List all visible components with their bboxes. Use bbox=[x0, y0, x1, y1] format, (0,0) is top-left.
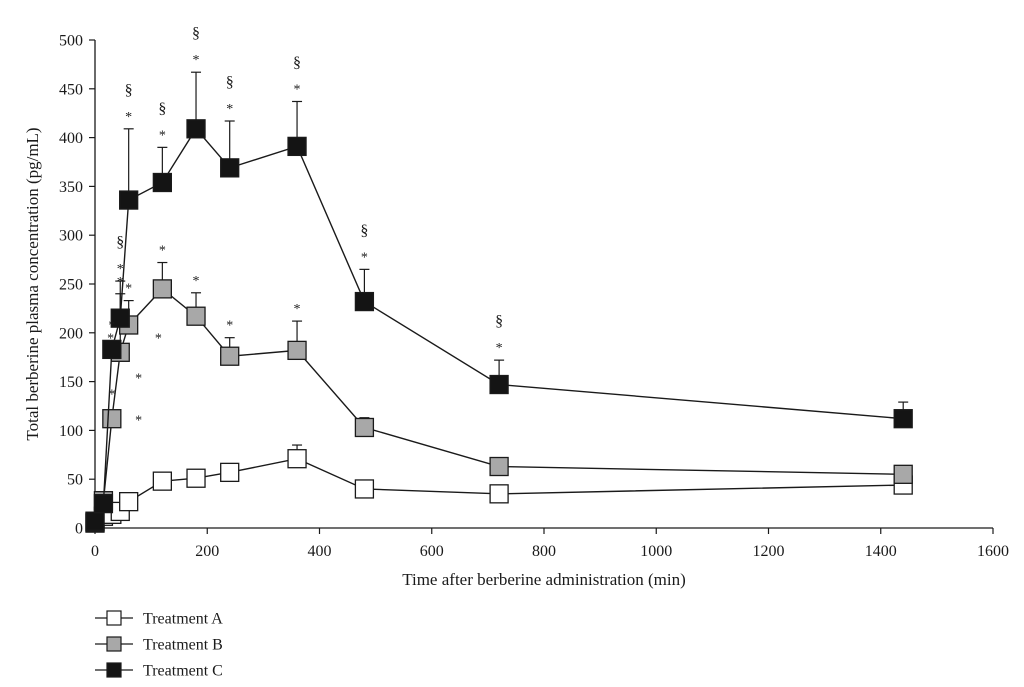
legend-item-treatment-b: Treatment B bbox=[95, 636, 223, 654]
point-treatment-b-240 bbox=[220, 346, 240, 366]
point-treatment-a-720 bbox=[489, 484, 509, 504]
legend-marker-treatment-b bbox=[106, 636, 122, 652]
series-layer bbox=[85, 71, 913, 533]
significance-star-treatment-c-120: * bbox=[159, 128, 166, 143]
legend-label-treatment-a: Treatment A bbox=[143, 611, 223, 628]
significance-star-treatment-b-180: * bbox=[193, 274, 200, 289]
y-tick-label-0: 0 bbox=[75, 521, 83, 538]
series-treatment-c bbox=[85, 71, 913, 531]
significance-star-treatment-c-30: * bbox=[108, 318, 115, 333]
x-tick-label-1200: 1200 bbox=[753, 543, 785, 560]
point-treatment-a-360 bbox=[287, 449, 307, 469]
point-treatment-a-240 bbox=[220, 462, 240, 483]
legend-item-treatment-a: Treatment A bbox=[95, 610, 223, 628]
point-treatment-a-180 bbox=[186, 468, 206, 488]
point-treatment-b-720 bbox=[489, 456, 509, 477]
x-tick-label-200: 200 bbox=[195, 543, 219, 560]
legend: Treatment A Treatment B Treatment C bbox=[95, 610, 223, 680]
y-tick-label-200: 200 bbox=[59, 325, 83, 342]
significance-star-treatment-b-30: * bbox=[108, 388, 115, 403]
point-treatment-c-30 bbox=[102, 339, 122, 360]
y-tick-label-300: 300 bbox=[59, 228, 83, 245]
series-line-treatment-c bbox=[94, 127, 904, 522]
y-tick-label-150: 150 bbox=[59, 374, 83, 391]
significance-star-treatment-b-45: * bbox=[117, 275, 124, 290]
x-tick-label-400: 400 bbox=[308, 543, 332, 560]
point-treatment-c-240 bbox=[220, 158, 240, 178]
x-tick-label-1000: 1000 bbox=[640, 543, 672, 560]
significance-section-treatment-c-240: § bbox=[226, 74, 234, 91]
significance-section-treatment-c-180: § bbox=[192, 25, 200, 42]
legend-label-treatment-b: Treatment B bbox=[143, 637, 223, 654]
point-treatment-c-120 bbox=[152, 172, 173, 193]
x-tick-label-1600: 1600 bbox=[977, 543, 1009, 560]
point-treatment-c-480 bbox=[354, 291, 375, 312]
point-treatment-c-720 bbox=[489, 374, 509, 395]
extra-annotation-2: * bbox=[135, 372, 142, 387]
point-treatment-b-30 bbox=[102, 409, 122, 429]
extra-annotation-0: * bbox=[107, 332, 114, 347]
significance-star-treatment-c-720: * bbox=[496, 341, 503, 356]
x-tick-label-1400: 1400 bbox=[865, 543, 897, 560]
point-treatment-c-45 bbox=[110, 308, 130, 328]
y-tick-label-100: 100 bbox=[59, 423, 83, 440]
point-treatment-c-360 bbox=[287, 136, 307, 157]
y-tick-label-450: 450 bbox=[59, 81, 83, 98]
y-tick-label-350: 350 bbox=[59, 179, 83, 196]
significance-star-treatment-b-120: * bbox=[159, 244, 166, 259]
point-treatment-b-180 bbox=[186, 306, 206, 326]
significance-star-treatment-c-60: * bbox=[125, 110, 132, 125]
x-tick-label-600: 600 bbox=[420, 543, 444, 560]
y-tick-label-400: 400 bbox=[59, 130, 83, 147]
significance-star-treatment-c-360: * bbox=[294, 82, 301, 97]
y-axis-ticks: 0 50 100 150 200 250 300 350 400 450 500 bbox=[59, 33, 95, 538]
x-tick-label-800: 800 bbox=[532, 543, 556, 560]
point-treatment-a-120 bbox=[152, 471, 173, 491]
y-tick-label-50: 50 bbox=[67, 472, 83, 489]
legend-marker-treatment-c bbox=[106, 662, 122, 678]
x-tick-label-0: 0 bbox=[91, 543, 99, 560]
significance-section-treatment-c-480: § bbox=[360, 222, 368, 239]
point-treatment-b-360 bbox=[287, 340, 307, 361]
legend-marker-treatment-a bbox=[106, 610, 122, 626]
point-treatment-a-60 bbox=[119, 491, 139, 512]
significance-star-treatment-b-240: * bbox=[226, 319, 233, 334]
point-treatment-b-120 bbox=[152, 279, 173, 299]
significance-section-treatment-c-720: § bbox=[495, 313, 503, 330]
significance-star-treatment-c-480: * bbox=[361, 250, 368, 265]
x-axis-label: Time after berberine administration (min… bbox=[402, 570, 686, 589]
y-tick-label-500: 500 bbox=[59, 33, 83, 50]
legend-item-treatment-c: Treatment C bbox=[95, 662, 223, 680]
significance-star-treatment-c-180: * bbox=[193, 53, 200, 68]
extra-annotation-1: * bbox=[155, 332, 162, 347]
point-treatment-c-0 bbox=[85, 511, 105, 531]
point-treatment-c-60 bbox=[119, 190, 139, 210]
point-treatment-c-15 bbox=[93, 493, 114, 514]
point-treatment-b-1440 bbox=[893, 464, 913, 484]
legend-label-treatment-c: Treatment C bbox=[143, 663, 223, 680]
significance-section-treatment-c-60: § bbox=[125, 82, 133, 99]
point-treatment-a-480 bbox=[354, 479, 375, 499]
axes: 0 200 400 600 800 1000 1200 1400 1600 0 50 100 150 2… bbox=[59, 33, 1009, 561]
extra-annotation-3: * bbox=[135, 414, 142, 429]
point-treatment-b-480 bbox=[354, 417, 375, 438]
y-axis-label: Total berberine plasma concentration (pg… bbox=[23, 127, 42, 440]
point-treatment-c-180 bbox=[186, 119, 206, 139]
significance-section-treatment-c-360: § bbox=[293, 54, 301, 71]
significance-star-treatment-c-45: * bbox=[117, 262, 124, 277]
significance-section-treatment-c-45: § bbox=[116, 234, 124, 251]
significance-star-treatment-c-240: * bbox=[226, 102, 233, 117]
series-line-treatment-b bbox=[94, 287, 904, 523]
significance-star-treatment-b-60: * bbox=[125, 282, 132, 297]
significance-section-treatment-c-120: § bbox=[158, 100, 166, 117]
x-axis-ticks: 0 200 400 600 800 1000 1200 1400 1600 bbox=[91, 528, 1009, 560]
significance-star-treatment-b-360: * bbox=[294, 302, 301, 317]
annotation-layer: ** *******§*§*§*§*§ *§*§*§* *** bbox=[107, 25, 503, 428]
y-tick-label-250: 250 bbox=[59, 277, 83, 294]
point-treatment-c-1440 bbox=[893, 409, 913, 429]
